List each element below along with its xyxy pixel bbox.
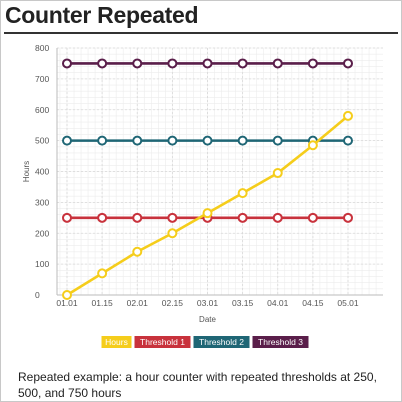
x-tick-label: 04.01 <box>267 298 289 308</box>
data-point-threshold-3[interactable] <box>97 58 108 69</box>
data-point-threshold-3[interactable] <box>167 58 178 69</box>
data-point-threshold-2[interactable] <box>97 135 108 146</box>
data-point-threshold-3[interactable] <box>343 58 353 69</box>
y-axis-title: Hours <box>22 161 31 182</box>
legend-item-threshold-2[interactable] <box>193 336 250 348</box>
y-tick-label: 200 <box>35 228 49 238</box>
data-point-threshold-1[interactable] <box>307 212 318 223</box>
data-point-threshold-1[interactable] <box>97 212 108 223</box>
data-point-threshold-3[interactable] <box>272 58 283 69</box>
data-point-hours[interactable] <box>202 208 213 219</box>
data-point-hours[interactable] <box>62 290 72 300</box>
data-point-hours[interactable] <box>132 246 143 257</box>
legend-label-threshold-2: Threshold 2 <box>199 337 244 347</box>
x-tick-label: 04.15 <box>302 298 324 308</box>
y-tick-label: 600 <box>35 105 49 115</box>
line-chart: 0 100 200 300 400 500 600 700 800 01.01 01.15 02.01… <box>22 43 383 348</box>
data-point-threshold-1[interactable] <box>132 212 143 223</box>
y-tick-label: 0 <box>35 290 40 300</box>
y-tick-label: 300 <box>35 197 49 207</box>
legend-item-threshold-3[interactable] <box>252 336 309 348</box>
data-point-hours[interactable] <box>272 168 283 179</box>
y-tick-label: 800 <box>35 43 49 53</box>
legend-item-hours[interactable] <box>101 336 132 348</box>
x-tick-label: 01.15 <box>91 298 113 308</box>
y-tick-label: 500 <box>35 136 49 146</box>
chart-area: 0 100 200 300 400 500 600 700 800 01.01 01.15 02.01… <box>0 36 402 356</box>
x-tick-label: 02.15 <box>162 298 184 308</box>
data-point-hours[interactable] <box>237 188 248 199</box>
data-point-hours[interactable] <box>97 268 108 279</box>
data-point-threshold-2[interactable] <box>202 135 213 146</box>
x-axis-title: Date <box>199 315 216 324</box>
data-point-hours[interactable] <box>343 110 353 121</box>
page-title: Counter Repeated <box>5 2 199 28</box>
legend-item-threshold-1[interactable] <box>134 336 191 348</box>
data-point-threshold-3[interactable] <box>307 58 318 69</box>
data-point-threshold-2[interactable] <box>343 135 353 146</box>
legend-label-threshold-1: Threshold 1 <box>140 337 185 347</box>
y-tick-label: 400 <box>35 167 49 177</box>
x-tick-label: 01.01 <box>56 298 78 308</box>
y-tick-label: 700 <box>35 74 49 84</box>
x-tick-label: 03.15 <box>232 298 254 308</box>
y-tick-label: 100 <box>35 259 49 269</box>
data-point-threshold-2[interactable] <box>272 135 283 146</box>
data-point-threshold-3[interactable] <box>132 58 143 69</box>
x-tick-label: 05.01 <box>337 298 359 308</box>
legend-label-threshold-3: Threshold 3 <box>258 337 303 347</box>
data-point-threshold-1[interactable] <box>167 212 178 223</box>
x-tick-label: 03.01 <box>197 298 219 308</box>
data-point-threshold-2[interactable] <box>132 135 143 146</box>
data-point-threshold-2[interactable] <box>62 135 72 146</box>
data-point-threshold-3[interactable] <box>62 58 72 69</box>
data-point-threshold-1[interactable] <box>272 212 283 223</box>
title-divider <box>4 32 398 34</box>
chart-caption: Repeated example: a hour counter with re… <box>18 370 377 400</box>
data-point-threshold-3[interactable] <box>202 58 213 69</box>
data-point-threshold-1[interactable] <box>343 212 353 223</box>
data-point-hours[interactable] <box>167 228 178 239</box>
data-point-threshold-3[interactable] <box>237 58 248 69</box>
data-point-threshold-2[interactable] <box>167 135 178 146</box>
data-point-threshold-2[interactable] <box>237 135 248 146</box>
x-tick-label: 02.01 <box>127 298 149 308</box>
legend-label-hours: Hours <box>105 337 128 347</box>
data-point-threshold-1[interactable] <box>62 212 72 223</box>
data-point-threshold-1[interactable] <box>237 212 248 223</box>
data-point-hours[interactable] <box>307 140 318 151</box>
